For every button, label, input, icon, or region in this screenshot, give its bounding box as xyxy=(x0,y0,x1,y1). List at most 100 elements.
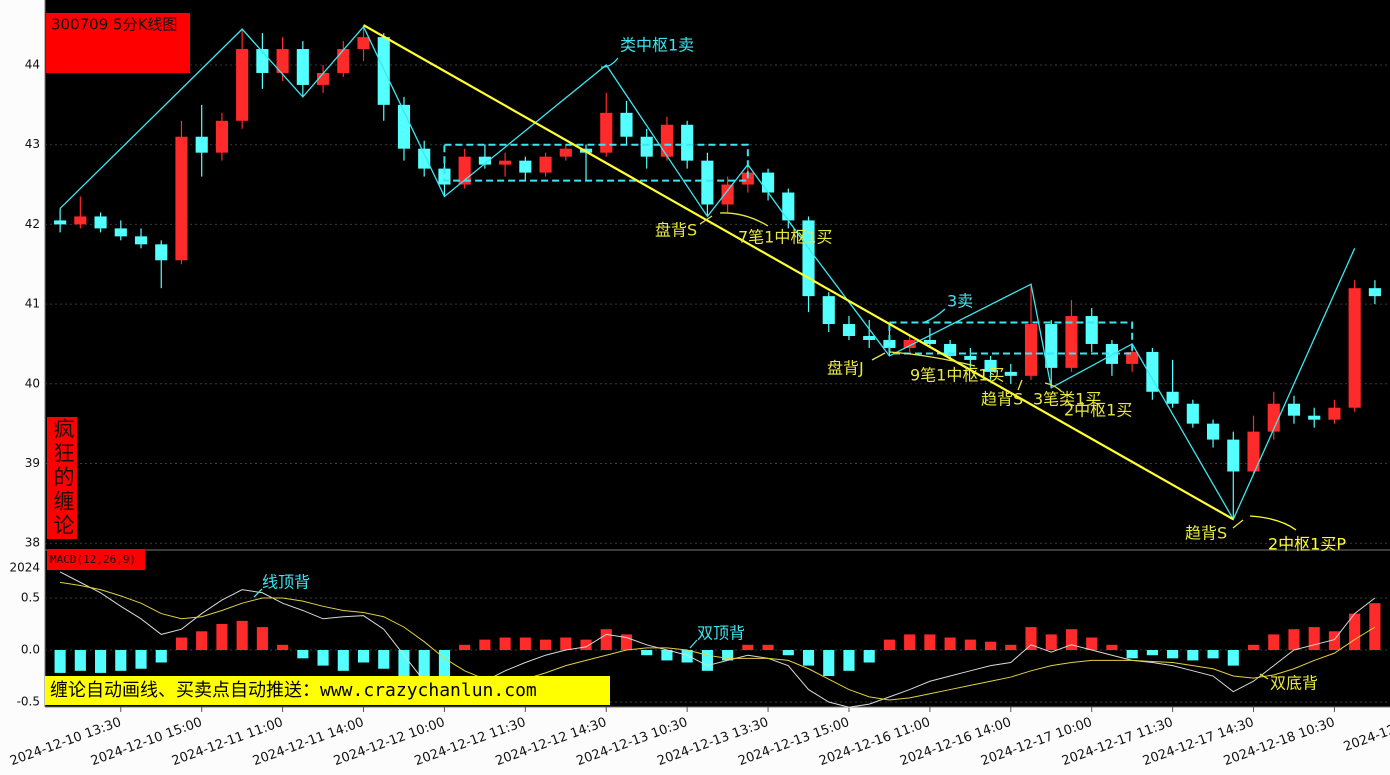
annotation: 双底背 xyxy=(1270,674,1318,693)
annotation-arrow xyxy=(1259,673,1269,680)
macd-title: MACD(12,26,9) xyxy=(50,553,136,566)
candle-body xyxy=(155,244,168,261)
annotation: 线顶背 xyxy=(262,573,310,592)
candle-body xyxy=(296,49,309,85)
candle-body xyxy=(782,192,795,221)
pivot-zone xyxy=(888,321,1134,355)
candle-body xyxy=(1368,288,1381,297)
y-tick-label: 40 xyxy=(25,376,40,390)
candle-body xyxy=(1207,423,1220,440)
macd-bar xyxy=(641,650,653,656)
candle-body xyxy=(863,335,876,340)
macd-bar xyxy=(216,623,228,651)
candle-body xyxy=(1004,371,1017,376)
candle-body xyxy=(478,156,491,165)
macd-bar xyxy=(762,644,774,651)
candle-body xyxy=(984,359,997,372)
annotation: 2中枢1买P xyxy=(1268,535,1346,554)
macd-bar xyxy=(1126,650,1138,659)
candle-body xyxy=(1308,415,1321,420)
candle-body xyxy=(1328,407,1341,420)
candle-body xyxy=(640,136,653,157)
macd-bar xyxy=(620,634,633,651)
annotation: 3卖 xyxy=(947,292,973,311)
macd-bar xyxy=(95,650,107,673)
candle-body xyxy=(1105,343,1118,364)
macd-bar xyxy=(600,629,612,651)
macd-bar xyxy=(175,637,188,651)
candle-body xyxy=(397,104,411,149)
candle-body xyxy=(1045,324,1058,368)
macd-bar xyxy=(1207,650,1219,659)
y-tick-label: 0.0 xyxy=(21,643,40,657)
pivot-zone xyxy=(443,143,749,182)
macd-line xyxy=(59,571,1376,708)
macd-bar xyxy=(681,650,693,663)
macd-bar xyxy=(398,650,410,682)
candle-body xyxy=(842,324,856,336)
y-tick-label: 43 xyxy=(25,137,40,151)
macd-bar xyxy=(1065,629,1078,651)
macd-bar xyxy=(135,650,147,669)
macd-bar xyxy=(459,644,471,651)
candle-body xyxy=(660,124,673,157)
macd-bar xyxy=(277,644,289,651)
annotation-arrow xyxy=(253,588,263,598)
candle-body xyxy=(923,339,936,344)
annotation: 9笔1中枢1买 xyxy=(910,366,1005,385)
macd-bar xyxy=(1025,627,1037,651)
candle-body xyxy=(1065,316,1078,368)
annotation-arrow xyxy=(1249,515,1297,531)
candle-body xyxy=(1085,316,1098,344)
candle-body xyxy=(418,148,431,169)
annotation: 类中枢1卖 xyxy=(620,36,694,55)
candle-body xyxy=(94,216,107,229)
candle-body xyxy=(519,160,532,173)
annotation: 趋背S xyxy=(1185,524,1227,543)
candle-body xyxy=(215,120,228,153)
y-tick-label: 42 xyxy=(25,217,40,231)
y-tick-label: 38 xyxy=(25,536,40,550)
candle-body xyxy=(499,160,512,165)
candle-body xyxy=(357,37,370,50)
annotation: 7笔1中枢1买 xyxy=(738,228,833,247)
macd-bar xyxy=(560,637,572,651)
macd-bar xyxy=(74,650,86,671)
macd-bar xyxy=(378,650,390,669)
watermark-box xyxy=(47,417,77,539)
macd-title-box xyxy=(47,549,145,570)
candle-body xyxy=(1024,324,1038,376)
candle-body xyxy=(903,339,916,348)
macd-bar xyxy=(317,650,329,666)
macd-bar xyxy=(236,620,248,651)
candle-body xyxy=(195,136,208,153)
macd-bar xyxy=(883,639,895,651)
candle-body xyxy=(721,184,734,205)
stroke-line xyxy=(59,25,1356,521)
annotation: 双顶背 xyxy=(697,624,745,643)
candle-body xyxy=(276,49,289,73)
macd-bar xyxy=(438,650,450,677)
macd-bar xyxy=(580,639,592,651)
macd-bar xyxy=(823,650,835,677)
candle-body xyxy=(377,37,390,105)
candle-body xyxy=(337,49,350,73)
macd-bar xyxy=(782,650,794,656)
macd-bar xyxy=(742,644,754,651)
candle-body xyxy=(1247,431,1260,472)
macd-line xyxy=(60,581,1376,701)
annotation: 2中枢1买 xyxy=(1064,401,1132,420)
candle-body xyxy=(701,160,714,205)
candle-body xyxy=(1267,403,1280,432)
candle-body xyxy=(1186,403,1199,424)
annotation-arrow xyxy=(889,351,976,367)
macd-bar xyxy=(54,650,66,673)
macd-bar xyxy=(479,639,491,651)
macd-bar xyxy=(1187,650,1199,661)
macd-bar xyxy=(863,650,875,663)
candle-body xyxy=(134,236,148,245)
candle-body xyxy=(1227,439,1240,472)
annotation-arrow xyxy=(924,308,946,323)
